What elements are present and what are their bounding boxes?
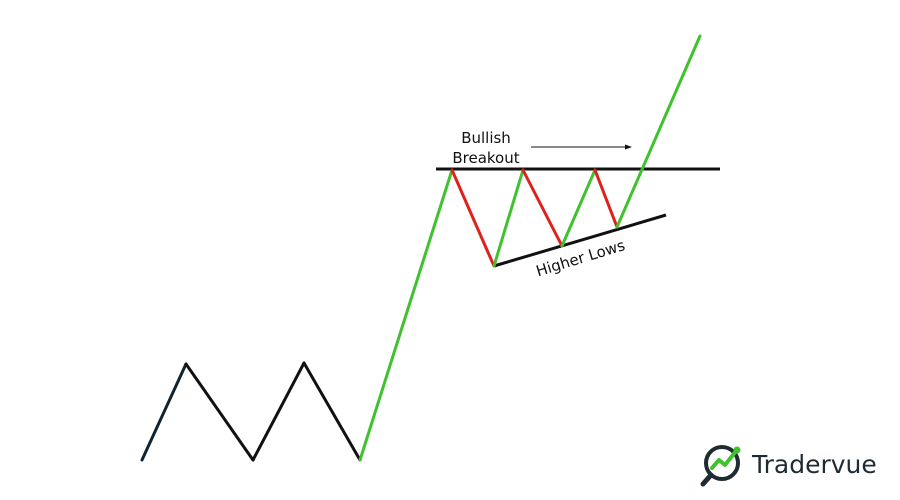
down-leg-1 bbox=[450, 168, 496, 268]
brand-logo: Tradervue bbox=[700, 445, 877, 487]
triangle-price-legs bbox=[450, 168, 619, 268]
breakout-label-line2: Breakout bbox=[452, 149, 519, 167]
down-leg-3 bbox=[593, 168, 619, 229]
prior-price-zigzag bbox=[140, 361, 362, 462]
higher-lows-label: Higher Lows bbox=[534, 236, 627, 280]
search-trend-icon bbox=[700, 445, 741, 487]
breakout-label-line1: Bullish bbox=[461, 129, 511, 147]
impulse-up-leg bbox=[358, 168, 454, 462]
breakout-arrow-icon bbox=[531, 144, 632, 150]
zigzag-leg-2 bbox=[184, 362, 255, 462]
zigzag-leg-1 bbox=[140, 362, 188, 462]
breakout-leg bbox=[615, 34, 702, 229]
zigzag-leg-4 bbox=[302, 361, 362, 462]
up-leg-1 bbox=[492, 168, 525, 268]
down-leg-2 bbox=[521, 168, 564, 248]
higher-lows-trendline bbox=[493, 213, 667, 268]
up-leg-2 bbox=[560, 168, 597, 248]
zigzag-leg-3 bbox=[251, 361, 306, 462]
brand-name: Tradervue bbox=[751, 450, 877, 479]
